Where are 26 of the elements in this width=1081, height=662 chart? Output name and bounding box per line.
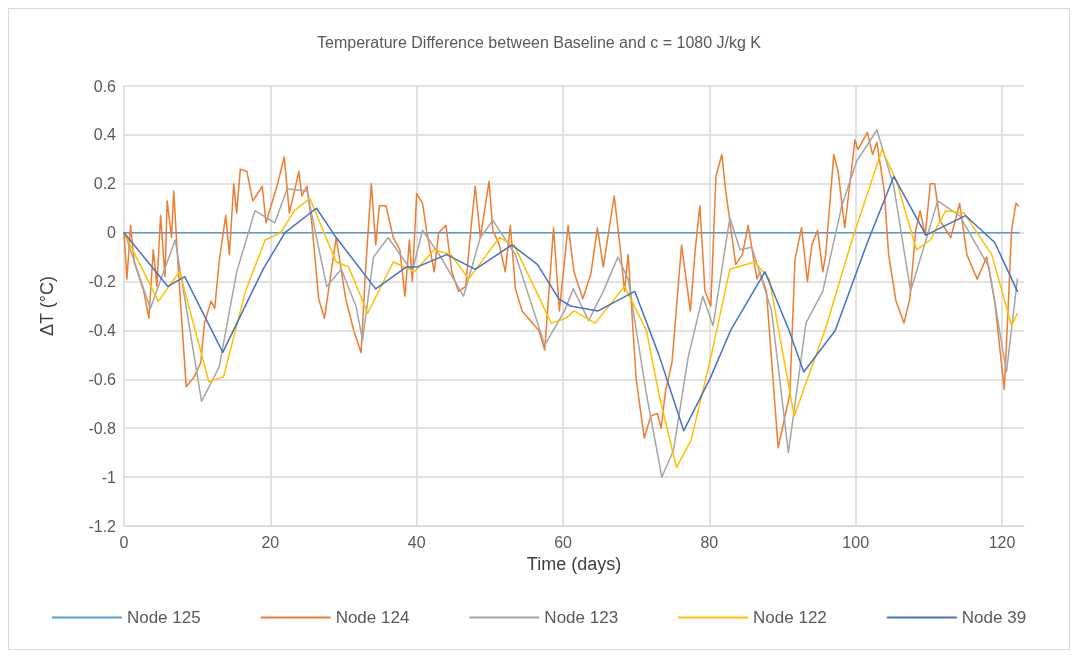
y-axis-title: ΔT (°C) <box>37 276 57 336</box>
legend-label: Node 122 <box>753 608 827 627</box>
x-tick-label: 120 <box>988 533 1016 551</box>
y-tick-label: -1 <box>101 468 117 486</box>
y-tick-label: -0.4 <box>88 321 117 339</box>
x-tick-label: 100 <box>842 533 870 551</box>
y-tick-label: 0.6 <box>93 77 117 95</box>
x-tick-label: 0 <box>119 533 129 551</box>
legend-label: Node 39 <box>961 608 1027 627</box>
x-axis-title: Time (days) <box>526 553 622 574</box>
legend-label: Node 123 <box>544 608 619 627</box>
y-tick-label: 0.2 <box>93 175 117 193</box>
y-tick-label: 0 <box>107 224 117 242</box>
y-tick-label: -1.2 <box>88 517 117 535</box>
x-tick-label: 60 <box>554 533 573 551</box>
x-tick-label: 80 <box>700 533 719 551</box>
y-tick-label: -0.2 <box>88 273 117 291</box>
chart-title: Temperature Difference between Baseline and c = 1080 J/kg K <box>317 33 762 51</box>
y-tick-label: 0.4 <box>93 126 117 144</box>
legend-label: Node 125 <box>126 608 201 627</box>
x-tick-label: 40 <box>407 533 426 551</box>
legend-label: Node 124 <box>335 608 410 627</box>
y-tick-label: -0.6 <box>88 370 117 388</box>
y-tick-label: -0.8 <box>88 419 117 437</box>
x-tick-label: 20 <box>261 533 280 551</box>
line-series <box>123 175 1019 432</box>
